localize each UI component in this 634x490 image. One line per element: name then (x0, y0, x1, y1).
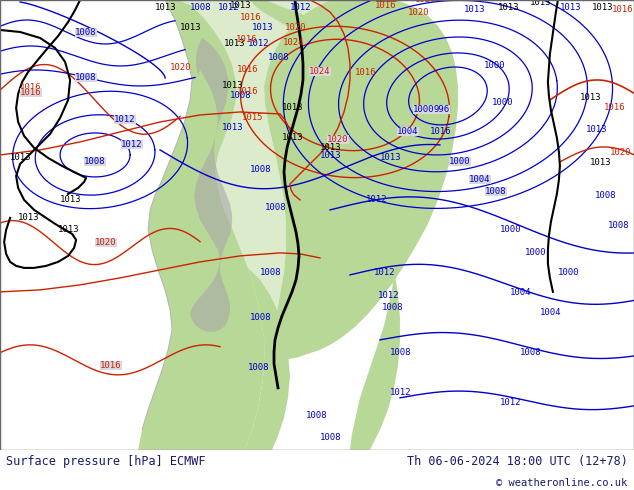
Text: 1024: 1024 (283, 38, 304, 47)
Text: 996: 996 (434, 105, 450, 115)
Text: 1013: 1013 (18, 213, 39, 222)
Text: 1013: 1013 (252, 23, 273, 32)
Text: 1013: 1013 (155, 3, 176, 12)
Polygon shape (264, 0, 458, 362)
Text: 1008: 1008 (485, 187, 507, 196)
Text: 1013: 1013 (530, 0, 552, 7)
Text: 1020: 1020 (408, 8, 429, 17)
Text: 1013: 1013 (498, 3, 519, 12)
Text: 1000: 1000 (500, 225, 521, 234)
Text: 1013: 1013 (560, 3, 581, 12)
Text: 1020: 1020 (170, 63, 191, 72)
Text: 1013: 1013 (580, 93, 602, 102)
Text: 1000: 1000 (413, 105, 435, 115)
Text: 1008: 1008 (520, 348, 541, 357)
Text: 1013: 1013 (464, 5, 486, 14)
Text: 1008: 1008 (250, 165, 271, 174)
Text: 1016: 1016 (375, 1, 396, 10)
Text: 1008: 1008 (265, 203, 287, 212)
Text: 1013: 1013 (222, 123, 243, 132)
Text: Surface pressure [hPa] ECMWF: Surface pressure [hPa] ECMWF (6, 455, 206, 468)
Text: 1015: 1015 (242, 113, 264, 122)
Text: 1000: 1000 (492, 98, 514, 107)
Text: 1016: 1016 (20, 88, 42, 97)
Text: 1012: 1012 (366, 195, 387, 204)
Text: 1013: 1013 (320, 151, 342, 160)
Text: 1013: 1013 (320, 143, 342, 152)
Text: 1012: 1012 (248, 39, 269, 48)
Text: 1004: 1004 (398, 127, 418, 136)
Text: 1012: 1012 (290, 3, 311, 12)
Text: 1000: 1000 (525, 248, 547, 257)
Polygon shape (320, 130, 400, 450)
Text: 1012: 1012 (378, 291, 399, 300)
Text: 1004: 1004 (469, 175, 491, 184)
Text: 1020: 1020 (415, 0, 436, 4)
Text: 1008: 1008 (190, 3, 212, 12)
Text: 1016: 1016 (377, 0, 399, 4)
Text: 1008: 1008 (260, 268, 281, 277)
Text: 1013: 1013 (58, 225, 80, 234)
Polygon shape (250, 0, 368, 78)
Text: 1012: 1012 (500, 398, 521, 407)
Text: 1016: 1016 (430, 127, 451, 136)
Text: 1013: 1013 (180, 23, 202, 32)
Text: 1013: 1013 (282, 133, 304, 142)
Text: 1020: 1020 (327, 135, 349, 145)
Text: 1008: 1008 (382, 303, 403, 312)
Text: 1013: 1013 (230, 1, 252, 10)
Polygon shape (245, 268, 290, 450)
Text: Th 06-06-2024 18:00 UTC (12+78): Th 06-06-2024 18:00 UTC (12+78) (407, 455, 628, 468)
Text: 1008: 1008 (320, 433, 342, 442)
Text: 1013: 1013 (60, 195, 82, 204)
Text: 1008: 1008 (75, 28, 96, 37)
Text: 1008: 1008 (608, 221, 630, 230)
Polygon shape (138, 0, 265, 450)
Text: 1012: 1012 (114, 116, 136, 124)
Text: 1016: 1016 (237, 87, 259, 96)
Text: 1013: 1013 (590, 158, 611, 167)
Text: 1016: 1016 (20, 83, 42, 92)
Text: 1012: 1012 (390, 388, 411, 397)
Text: 1016: 1016 (100, 361, 122, 370)
Text: 1008: 1008 (306, 411, 328, 420)
Text: 1024: 1024 (309, 68, 331, 76)
Text: 1008: 1008 (84, 157, 106, 167)
Text: 1008: 1008 (268, 53, 290, 62)
Text: 1013: 1013 (282, 103, 304, 112)
Text: 1020: 1020 (95, 238, 117, 247)
Text: 1013: 1013 (222, 81, 243, 90)
Text: 1012: 1012 (374, 268, 396, 277)
Text: © weatheronline.co.uk: © weatheronline.co.uk (496, 478, 628, 488)
Text: 1008: 1008 (248, 363, 269, 372)
Text: 1020: 1020 (285, 23, 306, 32)
Text: 1008: 1008 (75, 73, 96, 82)
Text: 1016: 1016 (604, 103, 625, 112)
Text: 1013: 1013 (224, 39, 245, 48)
Text: 1000: 1000 (558, 268, 579, 277)
Text: 1013: 1013 (10, 153, 32, 162)
Text: 1020: 1020 (610, 148, 631, 157)
Text: 1013: 1013 (586, 125, 607, 134)
Text: 1013: 1013 (592, 3, 613, 12)
Text: 1016: 1016 (355, 68, 377, 77)
Text: 1016: 1016 (237, 65, 259, 74)
Text: 1012: 1012 (218, 3, 240, 12)
Text: 1008: 1008 (595, 191, 616, 200)
Text: 1016: 1016 (612, 5, 633, 14)
Polygon shape (190, 38, 232, 332)
Polygon shape (165, 0, 354, 362)
Text: 1016: 1016 (240, 13, 262, 22)
Text: 1013: 1013 (380, 153, 401, 162)
Text: 1016: 1016 (236, 35, 257, 44)
Text: 1000: 1000 (484, 61, 505, 70)
Text: 1008: 1008 (250, 313, 271, 322)
Text: 1004: 1004 (510, 288, 531, 297)
Text: 1008: 1008 (390, 348, 411, 357)
Text: 1012: 1012 (121, 141, 143, 149)
Text: 1008: 1008 (230, 91, 252, 100)
Text: 1004: 1004 (540, 308, 562, 317)
Text: 1000: 1000 (450, 157, 470, 167)
